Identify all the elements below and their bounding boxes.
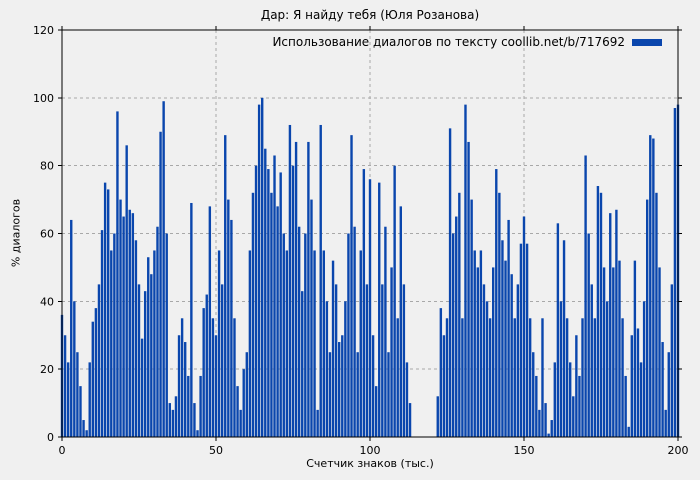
svg-text:20: 20 [40, 363, 54, 376]
svg-text:0: 0 [47, 431, 54, 444]
legend-label: Использование диалогов по тексту coollib… [272, 35, 625, 49]
tick-marks [58, 26, 682, 441]
svg-text:0: 0 [59, 444, 66, 457]
svg-text:200: 200 [668, 444, 689, 457]
svg-text:150: 150 [514, 444, 535, 457]
svg-text:80: 80 [40, 160, 54, 173]
bars-series [60, 97, 680, 438]
x-axis-label: Счетчик знаков (тыс.) [306, 457, 434, 470]
svg-text:120: 120 [33, 24, 54, 37]
x-tick-labels: 0 50 100 150 200 [59, 444, 689, 457]
svg-text:50: 50 [209, 444, 223, 457]
legend: Использование диалогов по тексту coollib… [272, 36, 662, 49]
svg-text:60: 60 [40, 228, 54, 241]
svg-text:100: 100 [33, 92, 54, 105]
y-tick-labels: 0 20 40 60 80 100 120 [33, 24, 54, 444]
svg-text:40: 40 [40, 295, 54, 308]
chart-title: Дар: Я найду тебя (Юля Розанова) [260, 8, 480, 22]
legend-swatch [632, 39, 662, 46]
y-axis-label: % диалогов [9, 198, 23, 268]
svg-text:100: 100 [360, 444, 381, 457]
